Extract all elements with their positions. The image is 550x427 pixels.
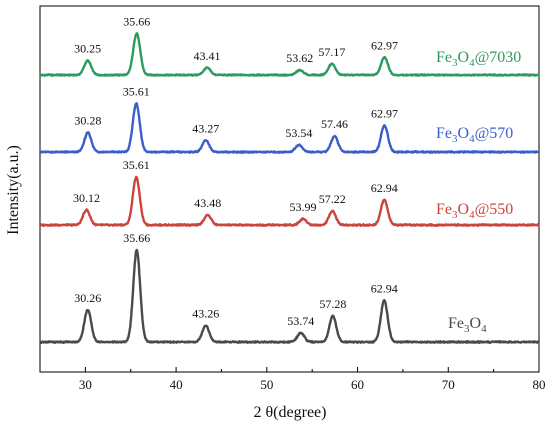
- peak-label: 35.61: [123, 85, 150, 99]
- peak-label: 53.99: [290, 200, 317, 214]
- series-line-3: [39, 175, 540, 228]
- x-tick-label: 30: [79, 377, 92, 392]
- peak-label: 30.12: [73, 191, 100, 205]
- series-line-4: [39, 248, 541, 344]
- peak-label: 62.97: [371, 38, 398, 52]
- peak-label: 62.94: [371, 282, 398, 296]
- peak-label: 62.97: [371, 107, 398, 121]
- x-tick-label: 60: [351, 377, 364, 392]
- legend-label-2: Fe3O4@570: [436, 125, 513, 145]
- peak-label: 57.46: [321, 117, 348, 131]
- peak-label: 53.74: [287, 314, 314, 328]
- series-line-2: [39, 102, 540, 154]
- peak-label: 57.28: [319, 297, 346, 311]
- peak-label: 35.66: [123, 14, 150, 28]
- legend-label-1: Fe3O4@7030: [436, 49, 521, 69]
- peak-label: 57.22: [319, 192, 346, 206]
- peak-label: 43.27: [192, 122, 219, 136]
- x-tick-label: 40: [170, 377, 183, 392]
- peak-label: 43.41: [194, 49, 221, 63]
- peak-label: 30.28: [74, 114, 101, 128]
- peak-label: 30.25: [74, 42, 101, 56]
- legend-layer: Fe3O4@7030 Fe3O4@570 Fe3O4@550 Fe3O4: [436, 49, 521, 335]
- peak-label: 53.54: [285, 126, 312, 140]
- plot-frame: [39, 5, 540, 373]
- legend-label-3: Fe3O4@550: [436, 201, 513, 221]
- x-tick-label: 50: [260, 377, 273, 392]
- peak-label: 57.17: [318, 45, 345, 59]
- peak-label-layer: 30.25 35.66 43.41 53.62 57.17 62.97 30.28 35.61…: [73, 14, 398, 327]
- peak-label: 53.62: [286, 51, 313, 65]
- peak-label: 43.26: [192, 306, 219, 320]
- x-tick-label: 70: [442, 377, 455, 392]
- peak-label: 35.66: [123, 231, 150, 245]
- peak-label: 43.48: [194, 196, 221, 210]
- x-tick-layer: 30 40 50 60 70 80: [39, 367, 546, 392]
- series-layer: [38, 32, 541, 344]
- peak-label: 30.26: [74, 291, 101, 305]
- x-tick-label: 80: [533, 377, 546, 392]
- x-axis-title: 2 θ(degree): [254, 404, 327, 421]
- peak-label: 62.94: [371, 181, 398, 195]
- legend-label-4: Fe3O4: [448, 315, 487, 335]
- series-line-1: [38, 32, 540, 77]
- peak-label: 35.61: [123, 158, 150, 172]
- y-axis-title: Intensity(a.u.): [5, 145, 22, 235]
